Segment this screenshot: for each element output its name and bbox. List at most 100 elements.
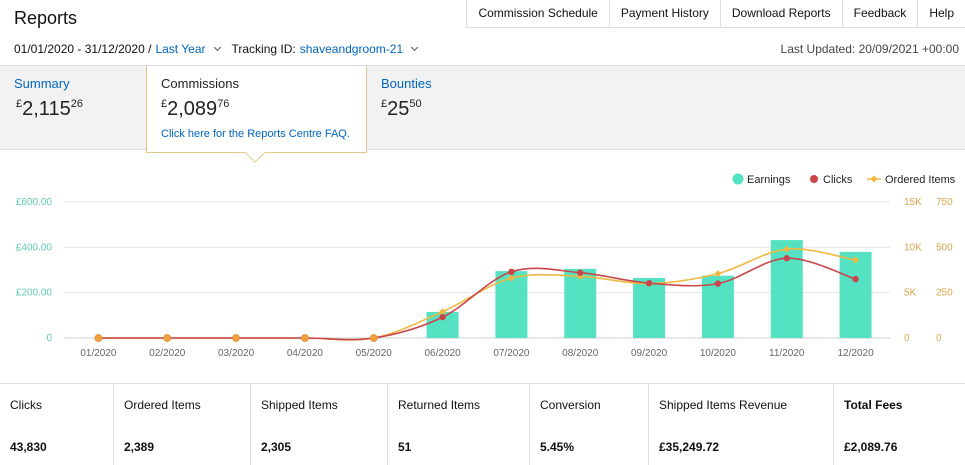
x-axis-tick-label: 08/2020	[562, 348, 599, 359]
x-axis-tick-label: 04/2020	[287, 348, 324, 359]
stat-ordered-items: Ordered Items 2,389	[113, 384, 250, 465]
stat-returned-items: Returned Items 51	[387, 384, 529, 465]
tab-bounties-label[interactable]: Bounties	[381, 76, 432, 91]
zero-point	[301, 334, 309, 342]
earnings-bar	[770, 240, 803, 338]
ordered-items-point	[439, 308, 447, 316]
clicks-point	[714, 280, 722, 287]
stat-label: Returned Items	[398, 398, 481, 412]
stat-clicks: Clicks 43,830	[0, 384, 113, 465]
right-axis-items-tick-label: 250	[936, 288, 953, 299]
payment-history-button[interactable]: Payment History	[608, 0, 720, 28]
ordered-items-point	[714, 270, 722, 278]
feedback-button[interactable]: Feedback	[841, 0, 918, 28]
x-axis-tick-label: 01/2020	[80, 348, 117, 359]
chevron-down-icon[interactable]	[213, 43, 221, 52]
clicks-point	[852, 275, 859, 283]
legend-earnings-label: Earnings	[747, 174, 791, 186]
summary-amount: £2,11526	[16, 98, 83, 120]
right-axis-clicks-tick-label: 5K	[904, 288, 917, 299]
ordered-items-point	[507, 274, 515, 282]
right-axis-items-tick-label: 750	[936, 197, 953, 208]
date-preset-dropdown[interactable]: Last Year	[155, 42, 206, 56]
top-nav: Commission Schedule Payment History Down…	[466, 0, 965, 28]
bounties-amount: £2550	[381, 98, 422, 120]
chevron-down-icon[interactable]	[411, 43, 419, 52]
x-axis-tick-label: 12/2020	[838, 348, 875, 359]
tracking-id-label: Tracking ID:	[231, 42, 296, 56]
left-axis-tick-label: £200.00	[16, 288, 53, 299]
right-axis-clicks-tick-label: 10K	[904, 242, 922, 253]
clicks-point	[439, 313, 446, 321]
download-reports-button[interactable]: Download Reports	[719, 0, 842, 28]
stat-label: Shipped Items Revenue	[659, 398, 788, 412]
zero-point	[369, 334, 378, 342]
legend-earnings-swatch	[732, 173, 744, 185]
tab-summary[interactable]: Summary £2,11526	[0, 66, 146, 150]
stat-value: 5.45%	[540, 440, 575, 454]
stat-label: Ordered Items	[124, 398, 201, 412]
ordered-items-line	[98, 248, 856, 341]
page-title: Reports	[14, 8, 78, 28]
stat-conversion: Conversion 5.45%	[529, 384, 648, 465]
clicks-point	[508, 268, 515, 276]
reports-header: Reports Commission Schedule Payment Hist…	[0, 0, 965, 66]
left-axis-tick-label: 0	[46, 333, 52, 344]
summary-band: Summary £2,11526 Commissions £2,08976 Cl…	[0, 66, 965, 163]
x-axis-tick-label: 05/2020	[356, 348, 393, 359]
right-axis-clicks-tick-label: 0	[904, 333, 910, 344]
earnings-bar	[633, 277, 666, 338]
earnings-bar	[564, 268, 597, 338]
ordered-items-point	[783, 245, 791, 253]
earnings-bar	[839, 251, 872, 338]
left-axis-tick-label: £600.00	[16, 197, 53, 208]
zero-point	[94, 334, 103, 342]
right-axis-items-tick-label: 500	[936, 242, 953, 253]
x-axis-tick-label: 09/2020	[631, 348, 668, 359]
stat-value: £2,089.76	[844, 440, 898, 454]
x-axis-tick-label: 07/2020	[493, 348, 530, 359]
stat-shipped-revenue: Shipped Items Revenue £35,249.72	[648, 384, 833, 465]
report-filters: 01/01/2020 - 31/12/2020 / Last Year Trac…	[14, 42, 425, 56]
zero-point	[163, 334, 172, 342]
commission-schedule-button[interactable]: Commission Schedule	[466, 0, 609, 28]
stat-label: Clicks	[10, 398, 42, 412]
tab-bounties[interactable]: Bounties £2550	[367, 66, 513, 150]
ordered-items-point	[852, 256, 860, 264]
right-axis-items-tick-label: 0	[936, 333, 942, 344]
stat-value: 2,389	[124, 440, 155, 454]
commissions-amount: £2,08976	[161, 98, 230, 120]
clicks-line	[98, 257, 856, 341]
stat-label: Conversion	[540, 398, 601, 412]
tab-summary-label[interactable]: Summary	[14, 76, 70, 91]
x-axis-tick-label: 11/2020	[769, 348, 805, 359]
x-axis-tick-label: 02/2020	[149, 348, 186, 359]
tracking-id-dropdown[interactable]: shaveandgroom-21	[299, 42, 404, 56]
legend-items-swatch	[870, 175, 878, 183]
earnings-chart-svg: 0 £200.00 £400.00 £600.00 0 5K 10K 15K 0 250 500 75…	[16, 173, 956, 359]
legend-items-label: Ordered Items	[885, 174, 956, 186]
x-axis-tick-label: 10/2020	[700, 348, 737, 359]
help-button[interactable]: Help	[917, 0, 965, 28]
tab-commissions-label: Commissions	[161, 76, 240, 91]
zero-point	[232, 334, 240, 342]
clicks-point	[645, 279, 653, 287]
date-range: 01/01/2020 - 31/12/2020 /	[14, 42, 152, 56]
legend-clicks-label: Clicks	[823, 174, 853, 186]
tab-commissions[interactable]: Commissions £2,08976 Click here for the …	[146, 66, 367, 163]
right-axis-clicks-tick-label: 15K	[904, 197, 922, 208]
legend-clicks-swatch	[810, 175, 818, 183]
last-updated: Last Updated: 20/09/2021 +00:00	[780, 42, 959, 56]
x-axis-tick-label: 03/2020	[218, 348, 255, 359]
stat-value: 51	[398, 440, 412, 454]
stat-value: £35,249.72	[659, 440, 720, 454]
stat-value: 2,305	[261, 440, 292, 454]
stat-total-fees: Total Fees £2,089.76	[833, 384, 965, 465]
stats-row: Clicks 43,830 Ordered Items 2,389 Shippe…	[0, 383, 965, 465]
stat-value: 43,830	[10, 440, 47, 454]
stat-shipped-items: Shipped Items 2,305	[250, 384, 387, 465]
faq-link[interactable]: Click here for the Reports Centre FAQ.	[161, 128, 350, 140]
x-axis-tick-label: 06/2020	[425, 348, 462, 359]
clicks-point	[783, 255, 790, 262]
earnings-chart: 0 £200.00 £400.00 £600.00 0 5K 10K 15K 0 250 500 75…	[0, 150, 965, 382]
